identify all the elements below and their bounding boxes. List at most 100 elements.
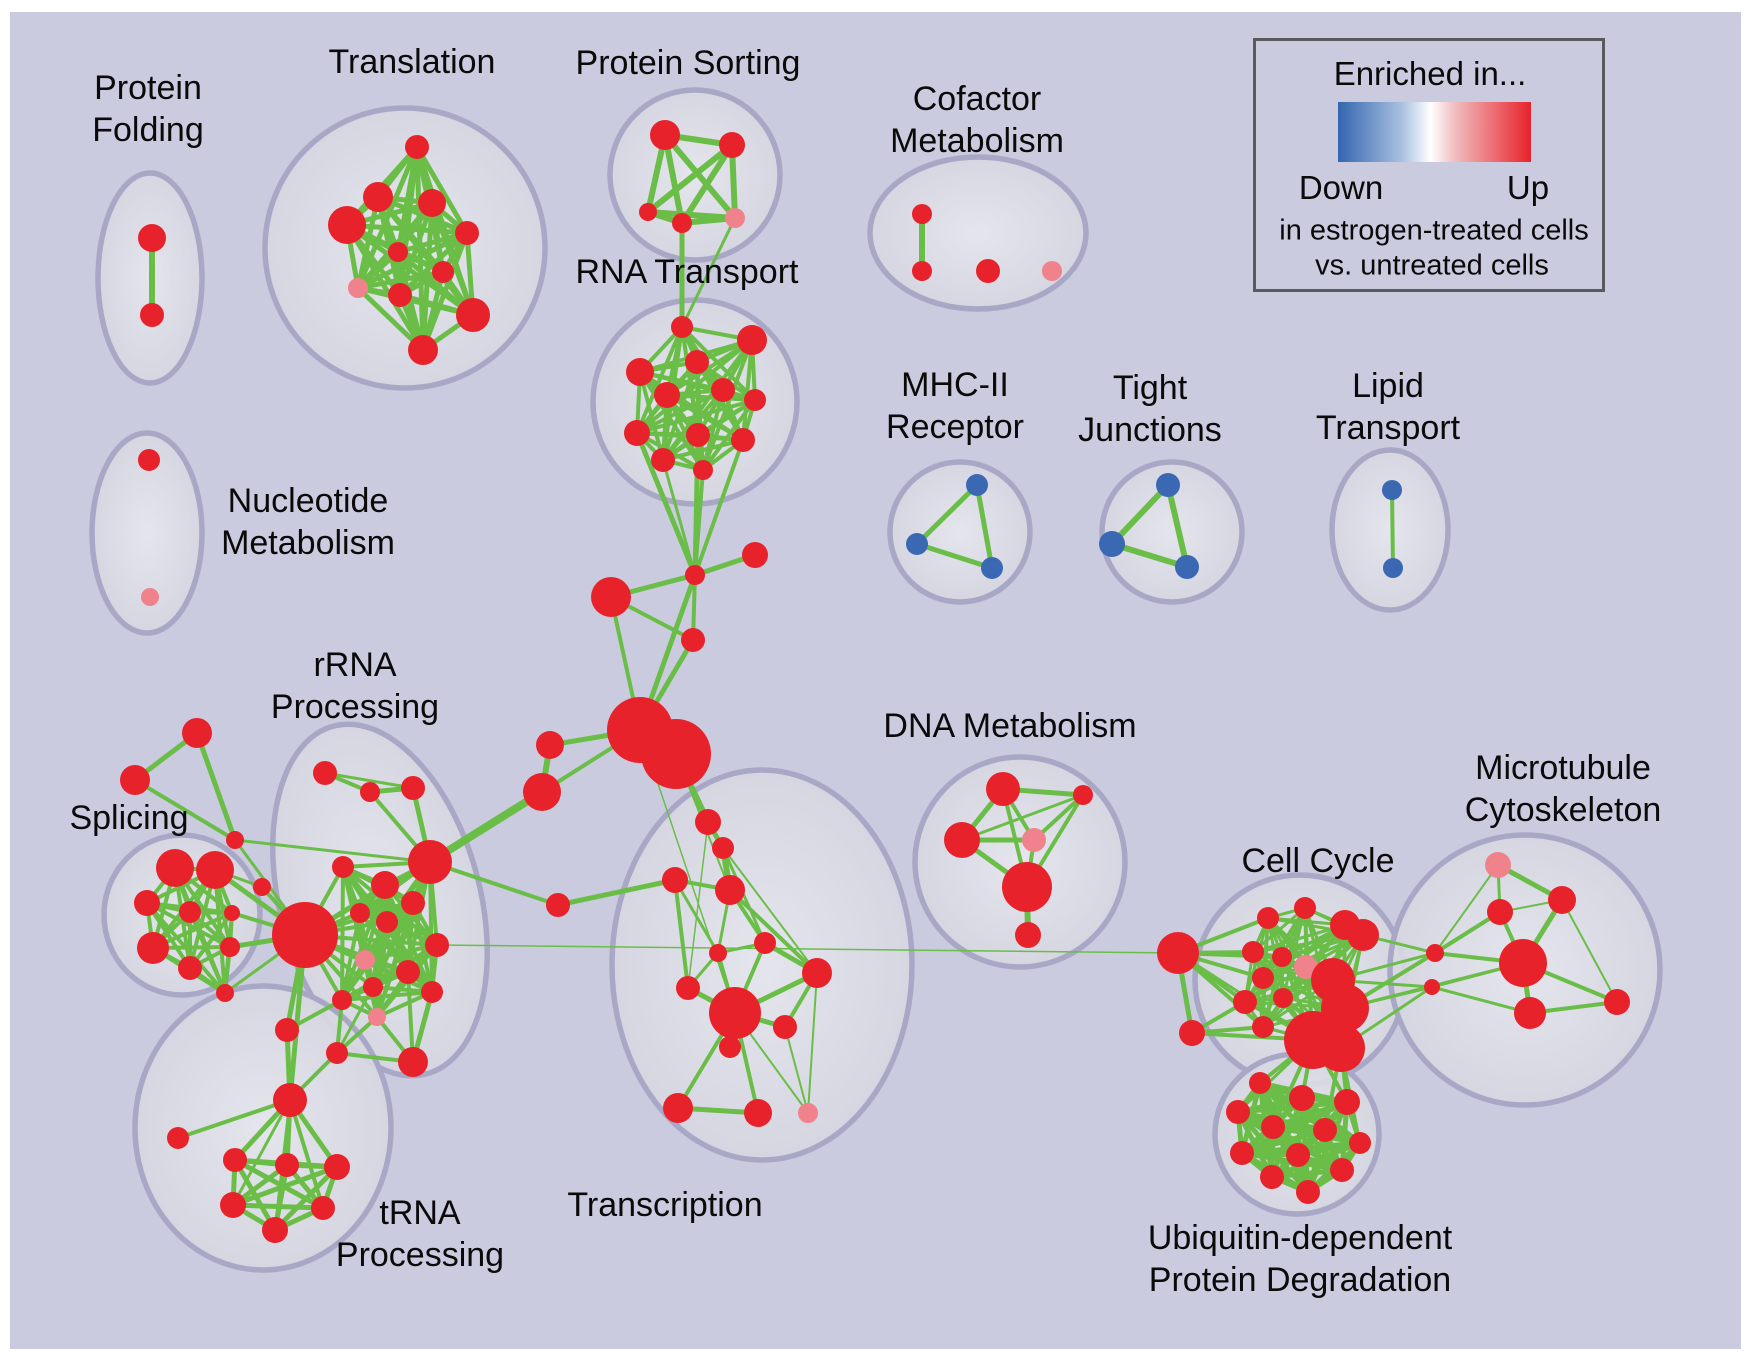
cluster-label-tight-junctions: Tight — [1113, 369, 1188, 407]
network-node-red — [156, 849, 194, 887]
network-node-red — [641, 719, 711, 789]
network-node-red — [363, 182, 393, 212]
cluster-label-cofactor-metabolism: Cofactor — [913, 80, 1042, 118]
network-edge — [1430, 985, 1532, 1015]
network-edge — [634, 430, 698, 578]
network-edge — [661, 458, 697, 577]
network-edge — [188, 910, 227, 995]
network-node-red — [455, 221, 479, 245]
network-node-blue — [1383, 558, 1403, 578]
cluster-label-nucleotide-metabolism: Metabolism — [221, 524, 395, 562]
network-edge — [406, 970, 415, 1064]
network-node-red — [912, 204, 932, 224]
network-edge — [1109, 482, 1171, 547]
cluster-label-protein-folding: Folding — [92, 111, 204, 149]
network-edge — [233, 838, 432, 864]
network-node-pink — [798, 1103, 818, 1123]
network-edge — [355, 194, 381, 291]
network-edge — [1239, 1127, 1328, 1156]
network-node-red — [1242, 941, 1264, 963]
network-node-red — [360, 782, 380, 802]
cluster-label-trna-processing: tRNA — [379, 1194, 461, 1232]
network-node-red — [408, 335, 438, 365]
network-node-red — [1286, 1143, 1310, 1167]
cluster-ellipse-cofactor-metabolism — [867, 154, 1089, 312]
network-node-red — [1548, 886, 1576, 914]
network-edge — [741, 338, 754, 442]
network-node-red — [737, 325, 767, 355]
network-node-red — [802, 958, 832, 988]
cluster-label-ubiquitin-degradation: Protein Degradation — [1149, 1261, 1451, 1299]
network-node-red — [1487, 899, 1513, 925]
network-node-pink — [141, 588, 159, 606]
network-node-red — [178, 956, 202, 980]
network-node-red — [311, 1196, 335, 1220]
network-edge — [176, 1098, 292, 1140]
network-edge — [974, 482, 995, 571]
network-node-red — [220, 1192, 246, 1218]
cluster-ellipse-lipid-transport — [1329, 447, 1451, 613]
network-node-red — [1157, 932, 1199, 974]
network-node-red — [272, 902, 338, 968]
network-edge — [693, 468, 705, 577]
network-edge — [662, 132, 738, 221]
network-node-red — [1347, 919, 1379, 951]
network-edge — [1251, 950, 1265, 1029]
network-edge — [340, 865, 345, 1002]
network-edge — [344, 222, 426, 353]
network-node-pink — [1294, 955, 1318, 979]
network-edge — [1269, 1140, 1363, 1180]
network-node-red — [591, 577, 631, 617]
network-node-red — [663, 1093, 693, 1123]
network-edge — [1561, 899, 1618, 1003]
network-edge — [721, 846, 767, 945]
cluster-label-cofactor-metabolism: Metabolism — [890, 122, 1064, 160]
network-node-blue — [1156, 473, 1180, 497]
network-edge — [673, 878, 690, 990]
cluster-label-trna-processing: Processing — [336, 1236, 504, 1274]
network-node-red — [134, 890, 160, 916]
network-node-red — [1499, 939, 1547, 987]
legend-caption-line1: in estrogen-treated cells — [1279, 214, 1589, 247]
cluster-label-tight-junctions: Junctions — [1078, 411, 1222, 449]
network-node-red — [253, 878, 271, 896]
network-node-red — [1289, 1085, 1315, 1111]
network-node-pink — [368, 1008, 386, 1026]
network-node-red — [328, 206, 366, 244]
network-edge — [914, 482, 980, 547]
network-node-red — [408, 840, 452, 884]
network-node-red — [1257, 907, 1279, 929]
network-node-red — [1233, 990, 1257, 1014]
network-edge — [340, 990, 434, 1002]
network-edge — [323, 771, 415, 790]
network-edge — [363, 943, 439, 962]
network-edge — [701, 398, 757, 472]
network-node-red — [223, 1148, 247, 1172]
cluster-label-nucleotide-metabolism: Nucleotide — [228, 482, 389, 520]
network-node-blue — [966, 474, 988, 496]
network-node-red — [671, 316, 693, 338]
cluster-ellipse-nucleotide-metabolism — [89, 430, 205, 636]
network-node-red — [1015, 922, 1041, 948]
network-node-red — [182, 718, 212, 748]
network-node-red — [401, 891, 425, 915]
network-node-red — [396, 960, 420, 984]
cluster-label-translation: Translation — [329, 43, 496, 81]
network-node-red — [332, 990, 352, 1010]
legend-up-label: Up — [1506, 169, 1550, 206]
network-node-pink — [355, 950, 375, 970]
cluster-label-protein-folding: Protein — [94, 69, 202, 107]
network-node-red — [546, 893, 570, 917]
cluster-label-protein-sorting: Protein Sorting — [576, 44, 801, 82]
network-node-red — [709, 944, 727, 962]
network-node-red — [1296, 1180, 1320, 1204]
network-edge — [428, 860, 560, 907]
network-node-red — [216, 984, 234, 1002]
network-edge — [340, 911, 362, 1002]
cluster-label-transcription: Transcription — [567, 1186, 762, 1224]
cluster-ellipse-tight-junctions — [1099, 459, 1245, 605]
network-edge — [665, 393, 757, 402]
network-node-red — [1349, 1132, 1371, 1154]
network-node-red — [719, 132, 745, 158]
network-node-red — [686, 423, 710, 447]
